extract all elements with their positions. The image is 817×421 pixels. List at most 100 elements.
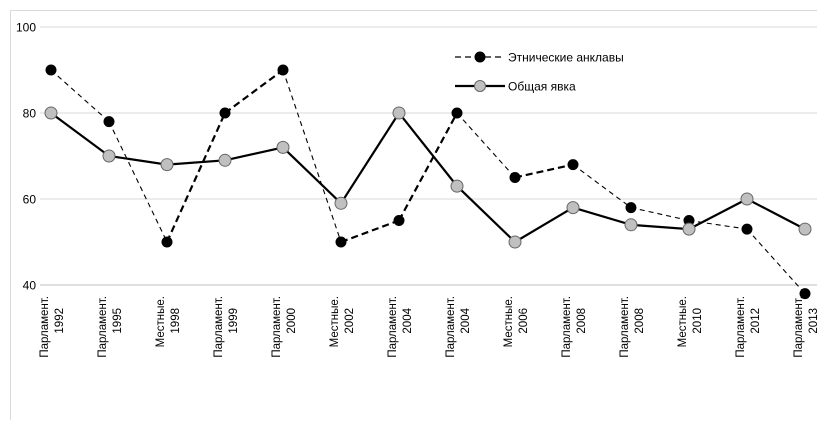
x-category-label: Парламент. 2000 — [271, 296, 298, 358]
x-category-label-line1: Парламент. — [213, 296, 225, 358]
total-turnout-point — [218, 153, 232, 167]
x-category-label: Парламент. 2008 — [619, 296, 646, 358]
x-category-label-line2: 1998 — [170, 308, 182, 334]
x-category-label-line2: 2000 — [286, 308, 298, 334]
x-category-label: Местные. 2006 — [503, 296, 530, 347]
ethnic-enclaves-point — [103, 116, 115, 128]
x-category-label: Парламент. 2004 — [387, 296, 414, 358]
legend-marker-black — [474, 51, 486, 63]
total-turnout-point — [450, 179, 464, 193]
total-turnout-point — [102, 149, 116, 163]
x-category-label-line2: 2006 — [518, 308, 530, 334]
x-category-label-line1: Парламент. — [39, 296, 51, 358]
total-turnout-point — [682, 222, 696, 236]
ethnic-enclaves-segment — [398, 112, 458, 222]
ethnic-enclaves-segment — [456, 112, 516, 178]
y-axis-tick-labels: 40 60 80 100 — [16, 21, 36, 293]
ethnic-enclaves-point — [799, 288, 811, 300]
x-category-label-line2: 1995 — [112, 308, 124, 334]
ethnic-enclaves-point — [393, 215, 405, 226]
x-category-label-line2: 2008 — [634, 308, 646, 334]
y-tick-label-80: 80 — [23, 107, 37, 121]
series — [44, 64, 812, 300]
legend: Этнические анклавы Общая явка — [455, 51, 624, 94]
total-turnout-point — [508, 235, 522, 249]
x-category-label-line1: Парламент. — [561, 296, 573, 358]
ethnic-enclaves-segment — [50, 69, 110, 123]
x-category-label-line1: Парламент. — [97, 296, 109, 358]
ethnic-enclaves-point — [335, 236, 347, 248]
ethnic-enclaves-segment — [108, 121, 168, 243]
x-category-label-line2: 2004 — [460, 307, 472, 333]
ethnic-enclaves-point — [567, 159, 579, 171]
x-category-label-line2: 2008 — [576, 308, 588, 334]
x-category-label-line2: 2012 — [750, 308, 762, 334]
ethnic-enclaves-point — [45, 64, 57, 76]
x-axis-category-labels: Парламент. 1992 Парламент. 1995 Местные. 1998… — [39, 296, 817, 358]
x-category-label-line1: Парламент. — [387, 296, 399, 358]
total-turnout-point — [392, 106, 406, 120]
x-category-label-line1: Местные. — [155, 296, 167, 347]
ethnic-enclaves-point — [277, 64, 289, 76]
ethnic-enclaves-point — [219, 107, 231, 119]
x-category-label: Парламент. 1992 — [39, 296, 66, 358]
x-category-label-line2: 2013 — [808, 308, 817, 334]
ethnic-enclaves-segment — [165, 112, 227, 243]
y-tick-label-100: 100 — [16, 21, 36, 35]
ethnic-enclaves-segment — [340, 219, 400, 244]
x-category-label-line2: 2002 — [344, 308, 356, 334]
ethnic-enclaves-segment — [630, 207, 690, 222]
ethnic-enclaves-segment — [688, 219, 748, 230]
gridlines — [40, 26, 817, 200]
legend-item-total-turnout: Общая явка — [455, 80, 576, 94]
total-turnout-point — [798, 222, 812, 236]
ethnic-enclaves-point — [625, 202, 637, 214]
x-category-label-line1: Местные. — [329, 296, 341, 347]
x-category-label-line2: 1992 — [54, 308, 66, 334]
x-category-label-line1: Местные. — [677, 296, 689, 347]
x-category-label-line2: 2010 — [692, 308, 704, 334]
legend-label-total-turnout: Общая явка — [508, 80, 576, 94]
legend-marker-gray — [474, 80, 486, 92]
ethnic-enclaves-segment — [224, 69, 284, 114]
x-category-label: Парламент. 2008 — [561, 296, 588, 358]
x-category-label: Парламент. 2004 — [445, 296, 472, 358]
total-turnout-line — [50, 111, 806, 244]
total-turnout-point — [566, 201, 580, 215]
ethnic-enclaves-segment — [514, 163, 574, 179]
x-category-label-line1: Парламент. — [735, 296, 747, 358]
x-category-label-line1: Парламент. — [619, 296, 631, 358]
x-category-label: Местные. 2010 — [677, 296, 704, 347]
x-category-label-line1: Парламент. — [445, 296, 457, 358]
total-turnout-point — [276, 140, 290, 154]
chart-frame-border — [10, 10, 817, 420]
legend-label-ethnic-enclaves: Этнические анклавы — [508, 51, 624, 65]
total-turnout-point — [44, 106, 58, 120]
total-turnout-point — [740, 192, 754, 206]
x-category-label: Парламент. 1995 — [97, 296, 124, 358]
y-tick-label-60: 60 — [23, 193, 37, 207]
legend-item-ethnic-enclaves: Этнические анклавы — [455, 51, 624, 65]
x-category-label-line1: Местные. — [503, 296, 515, 347]
x-category-label: Парламент. 1999 — [213, 296, 240, 358]
ethnic-enclaves-point — [161, 236, 173, 248]
x-category-label-line2: 2004 — [402, 307, 414, 333]
ethnic-enclaves-point — [509, 172, 521, 183]
ethnic-enclaves-segment — [282, 69, 342, 243]
ethnic-enclaves-segment — [572, 164, 632, 209]
x-category-label-line2: 1999 — [228, 308, 240, 334]
x-category-label: Парламент. 2012 — [735, 296, 762, 358]
total-turnout-point — [624, 218, 638, 232]
ethnic-enclaves-point — [741, 223, 753, 235]
ethnic-enclaves-point — [451, 107, 463, 119]
x-category-label-line1: Парламент. — [793, 296, 805, 358]
x-category-label: Местные. 2002 — [329, 296, 356, 347]
ethnic-enclaves-segment — [746, 228, 806, 294]
total-turnout-point — [160, 158, 174, 172]
x-category-label: Парламент. 2013 — [793, 296, 817, 358]
x-category-label: Местные. 1998 — [155, 296, 182, 347]
total-turnout-point — [334, 196, 348, 210]
x-category-label-line1: Парламент. — [271, 296, 283, 358]
y-tick-label-40: 40 — [23, 279, 37, 293]
